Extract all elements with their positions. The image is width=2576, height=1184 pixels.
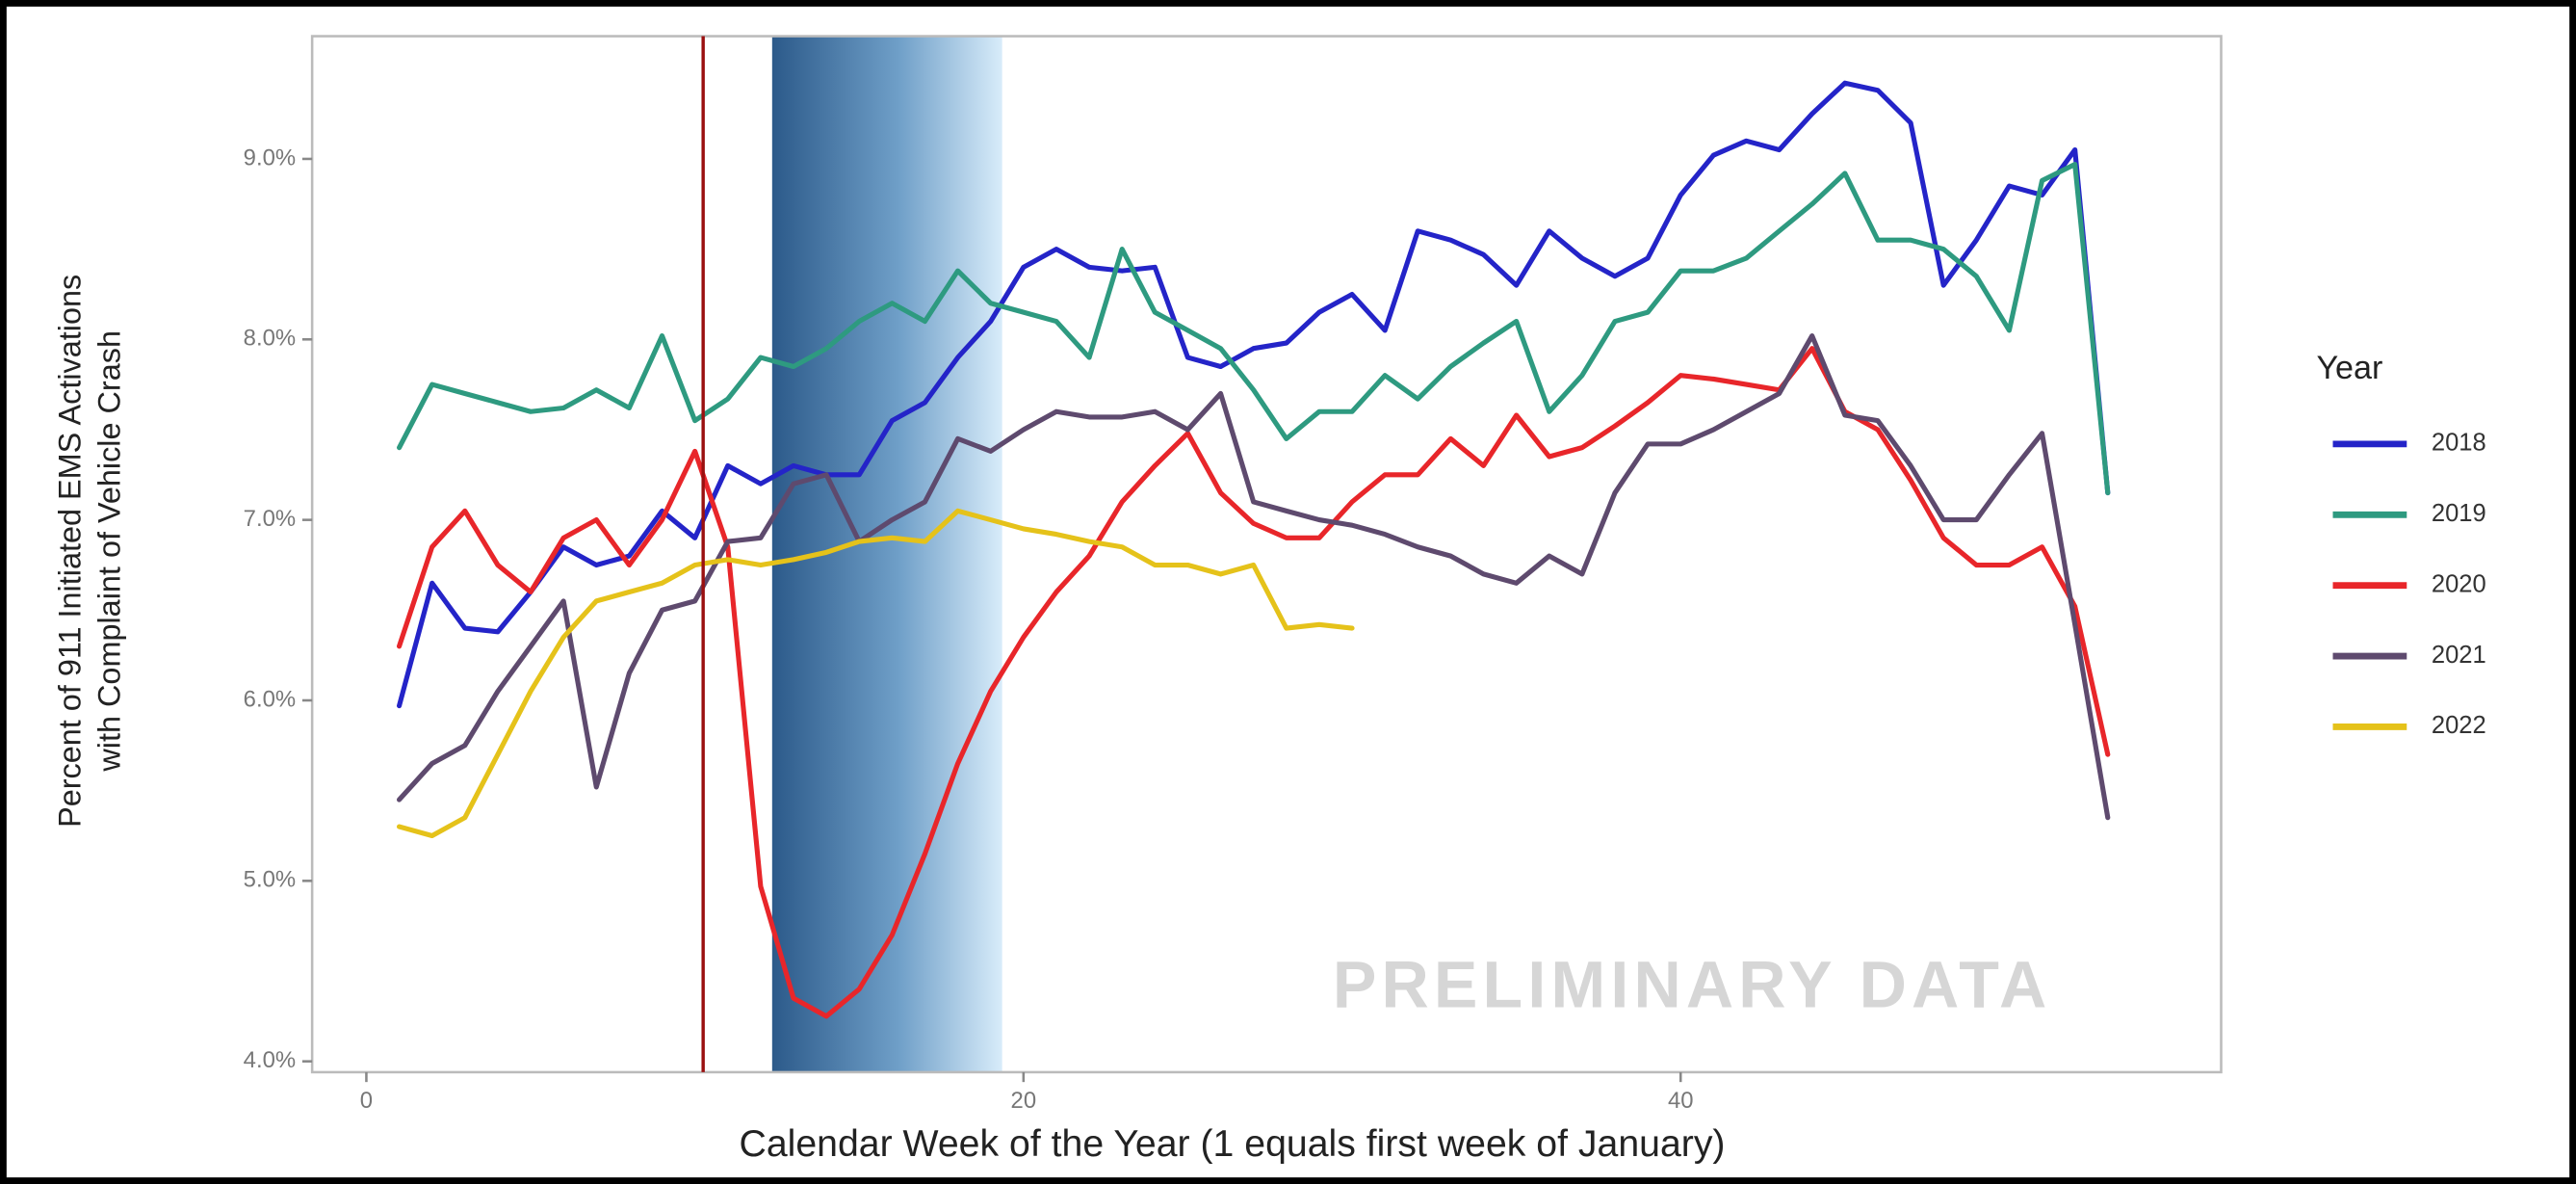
y-tick-label: 8.0% — [244, 326, 296, 352]
legend-label: 2020 — [2432, 570, 2486, 597]
series-line — [396, 332, 2111, 821]
y-tick-label: 9.0% — [244, 145, 296, 171]
x-tick-label: 0 — [360, 1088, 373, 1114]
legend-title: Year — [2316, 350, 2382, 386]
y-tick-label: 6.0% — [244, 686, 296, 712]
x-tick-label: 20 — [1011, 1088, 1037, 1114]
y-axis-label-line: Percent of 911 Initiated EMS Activations — [53, 275, 88, 828]
legend-label: 2018 — [2432, 430, 2486, 457]
watermark: PRELIMINARY DATA — [1333, 949, 2052, 1022]
y-tick-label: 7.0% — [244, 506, 296, 532]
series-line — [396, 80, 2111, 709]
legend-label: 2022 — [2432, 712, 2486, 739]
plot-border — [310, 35, 2223, 1074]
y-tick-label: 4.0% — [244, 1047, 296, 1073]
x-tick-label: 40 — [1668, 1088, 1694, 1114]
y-tick-label: 5.0% — [244, 867, 296, 893]
series-line — [396, 508, 1355, 839]
legend-label: 2019 — [2432, 500, 2486, 527]
shaded-period — [771, 36, 1002, 1072]
series-line — [396, 161, 2111, 496]
series-line — [396, 346, 2111, 1019]
y-axis-label-line: with Complaint of Vehicle Crash — [92, 330, 127, 773]
legend-label: 2021 — [2432, 642, 2486, 669]
y-axis-label: Percent of 911 Initiated EMS Activations… — [53, 275, 127, 828]
x-axis-label: Calendar Week of the Year (1 equals firs… — [739, 1122, 1725, 1165]
